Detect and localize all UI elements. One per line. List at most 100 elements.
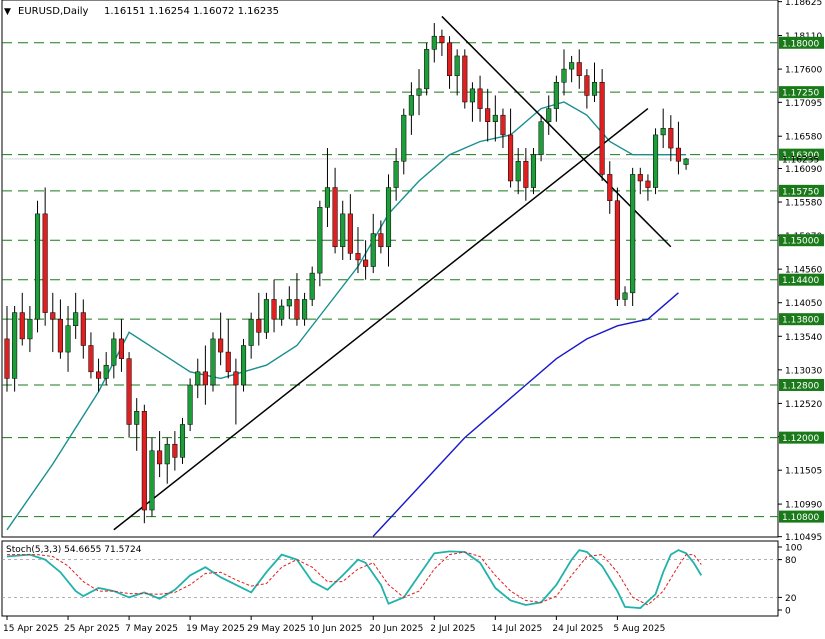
bear-candle-body: [446, 42, 453, 76]
candle: [80, 299, 86, 359]
price-level-tag-label: 1.18000: [782, 39, 819, 49]
candle: [523, 148, 529, 201]
bear-candle-body: [218, 338, 224, 353]
bear-candle-body: [126, 358, 132, 425]
candle: [477, 75, 483, 122]
bear-candle-body: [172, 443, 178, 458]
candle: [614, 187, 620, 307]
bear-candle-body: [477, 88, 483, 109]
bull-candle-body: [164, 443, 170, 465]
bull-candle-body: [591, 82, 598, 96]
candle: [50, 292, 56, 353]
y-tick-label: 1.12520: [785, 400, 822, 410]
y-tick-label: 1.10990: [785, 501, 822, 511]
bear-candle-body: [57, 318, 63, 353]
bear-candle-body: [508, 134, 514, 182]
price-level-tag: [779, 313, 824, 326]
stoch-y-tick-label: 20: [785, 594, 797, 604]
bull-candle-body: [302, 299, 308, 320]
y-tick-label: 1.11505: [785, 467, 822, 477]
ohlc-readout: 1.16151 1.16254 1.16072 1.16235: [104, 6, 279, 17]
bear-candle-body: [584, 75, 590, 96]
candle: [424, 42, 430, 96]
candle: [118, 319, 125, 372]
price-level-tag-label: 1.17250: [782, 89, 819, 99]
bear-candle-body: [96, 371, 102, 379]
price-level-tag: [779, 234, 824, 247]
candle: [500, 108, 506, 149]
candle: [378, 220, 384, 254]
x-tick-label: 20 Jun 2025: [369, 624, 423, 634]
bull-candle-body: [309, 272, 315, 300]
candle: [202, 345, 208, 405]
bull-candle-body: [424, 49, 430, 90]
x-tick-label: 19 May 2025: [186, 624, 245, 634]
candle: [271, 279, 277, 333]
bear-candle-body: [294, 299, 300, 320]
bull-candle-body: [553, 82, 559, 109]
candle: [195, 358, 201, 399]
candle: [164, 437, 170, 484]
bear-candle-body: [225, 351, 231, 373]
candle: [317, 200, 323, 287]
stoch-signal-line: [7, 551, 702, 606]
candle: [515, 148, 521, 195]
x-tick-label: 15 Apr 2025: [3, 624, 59, 634]
candle: [65, 306, 71, 372]
bear-candle-body: [202, 371, 208, 386]
bull-candle-body: [210, 338, 216, 386]
rising-trendline: [113, 107, 649, 531]
chart-menu-arrow-icon[interactable]: ▼: [4, 7, 11, 17]
candle: [637, 167, 643, 195]
bull-candle-body: [660, 128, 666, 136]
candle: [591, 62, 598, 103]
bull-candle-body: [492, 114, 498, 122]
candle: [179, 417, 186, 464]
bull-candle-body: [103, 364, 109, 379]
candle: [538, 115, 544, 162]
bear-candle-body: [157, 450, 163, 465]
current-price-label: 1.16235: [782, 155, 819, 165]
candle: [248, 312, 254, 359]
bear-candle-body: [256, 318, 262, 333]
price-level-tag-label: 1.12000: [782, 434, 819, 444]
candle: [103, 352, 109, 385]
bear-candle-body: [347, 213, 353, 254]
candle: [286, 286, 292, 320]
price-level-tag: [779, 378, 824, 391]
candle: [653, 128, 659, 195]
y-tick-label: 1.16580: [785, 133, 822, 143]
candle: [172, 431, 178, 471]
candle: [439, 29, 445, 56]
candle: [454, 49, 460, 96]
y-tick-label: 1.10495: [785, 533, 822, 543]
candle: [363, 240, 369, 280]
bear-candle-body: [523, 160, 529, 188]
bear-candle-body: [19, 312, 25, 340]
y-tick-label: 1.16090: [785, 165, 822, 175]
price-level-tag: [779, 148, 824, 161]
bear-candle-body: [4, 338, 10, 379]
candle: [630, 167, 636, 307]
bull-candle-body: [393, 160, 399, 188]
price-level-tag-label: 1.14400: [782, 276, 819, 286]
bear-candle-body: [80, 312, 86, 346]
candle: [385, 174, 392, 267]
bull-candle-body: [324, 187, 331, 208]
y-tick-label: 1.17095: [785, 99, 822, 109]
stoch-y-tick-label: 0: [785, 607, 791, 617]
candle: [492, 95, 498, 142]
candle: [462, 49, 468, 109]
candle: [233, 358, 239, 425]
bear-candle-body: [645, 180, 651, 188]
candle: [469, 82, 475, 122]
moving-average-blue-line: [372, 292, 679, 537]
candle: [256, 292, 262, 346]
price-level-tag: [779, 36, 824, 49]
bear-candle-body: [675, 147, 681, 162]
bear-candle-body: [500, 114, 506, 136]
bear-candle-body: [50, 312, 56, 320]
bull-candle-body: [340, 213, 346, 248]
bear-candle-body: [462, 55, 468, 103]
bull-candle-body: [683, 158, 689, 165]
